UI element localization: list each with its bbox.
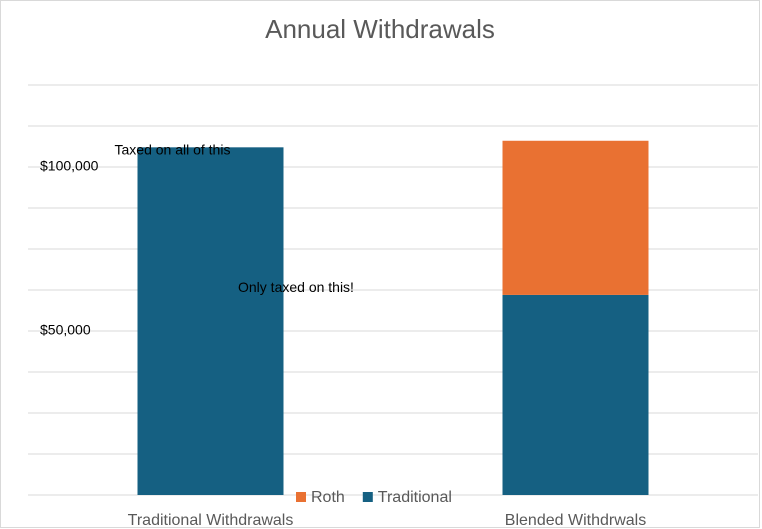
chart-title: Annual Withdrawals: [265, 14, 495, 44]
legend-swatch: [296, 492, 306, 502]
y-tick-label: $100,000: [40, 158, 99, 174]
x-tick-label: Blended Withdrwals: [505, 512, 646, 529]
legend-swatch: [362, 492, 373, 502]
bar-segment: [502, 140, 649, 295]
x-tick-label: Traditional Withdrawals: [128, 512, 294, 529]
legend-label: Traditional: [378, 489, 452, 506]
y-tick-label: $50,000: [40, 322, 91, 338]
annotation: Taxed on all of this: [115, 141, 231, 157]
legend-label: Roth: [311, 489, 345, 506]
annotation: Only taxed on this!: [238, 279, 354, 295]
bar-segment: [137, 147, 284, 495]
bar-segment: [502, 294, 649, 495]
